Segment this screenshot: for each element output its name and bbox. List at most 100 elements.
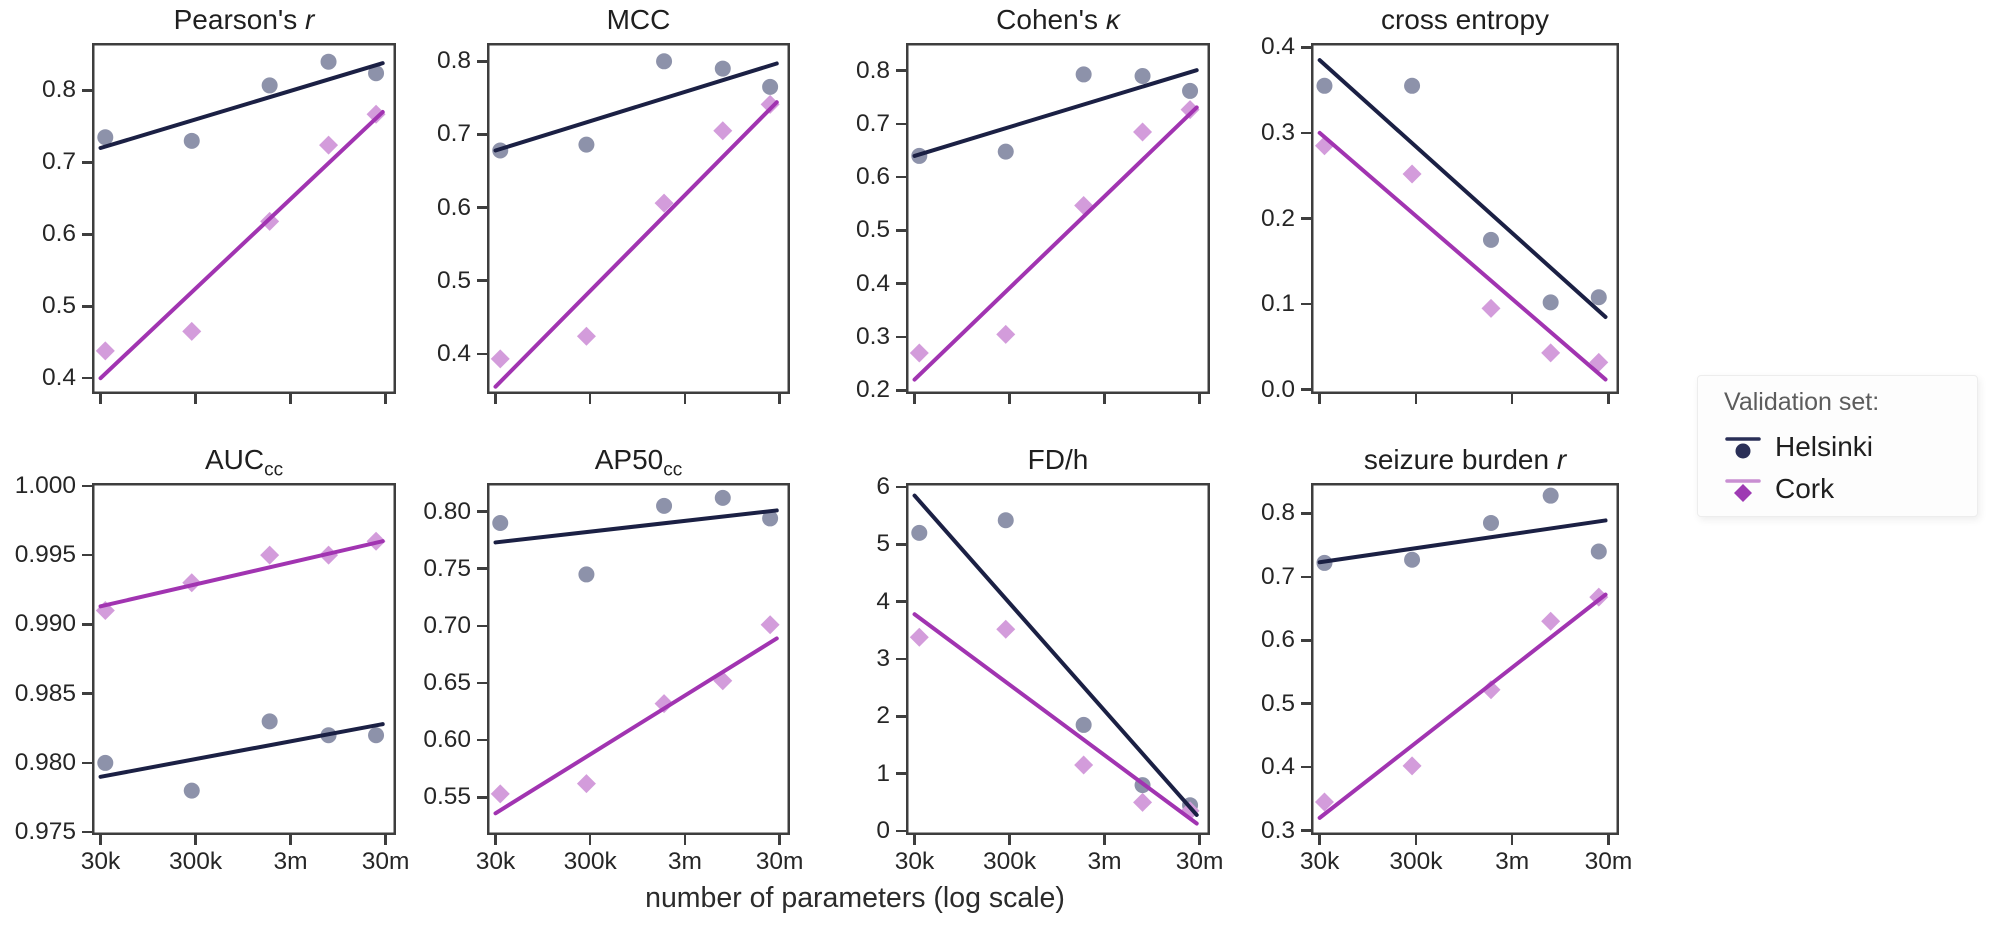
helsinki-data-point bbox=[656, 497, 673, 514]
y-tick-mark bbox=[82, 623, 92, 626]
x-tick-mark bbox=[384, 835, 387, 845]
cork-data-point bbox=[760, 615, 780, 635]
y-tick-mark bbox=[82, 305, 92, 308]
y-tick-label: 0.8 bbox=[1260, 499, 1295, 527]
y-tick-mark bbox=[82, 761, 92, 765]
x-tick-label: 30m bbox=[1175, 848, 1224, 875]
y-tick-mark bbox=[896, 69, 906, 72]
plot-title-text: κ bbox=[1105, 4, 1120, 35]
y-tick-mark bbox=[82, 692, 92, 695]
cork-data-point bbox=[760, 94, 780, 114]
y-tick-mark bbox=[82, 161, 92, 164]
x-tick-label: 300k bbox=[563, 848, 617, 875]
plot-title-text: r bbox=[305, 4, 315, 35]
x-tick-mark bbox=[494, 835, 497, 845]
cork-trend-line bbox=[1317, 592, 1608, 820]
helsinki-data-point bbox=[1590, 289, 1607, 306]
y-tick-mark bbox=[896, 282, 906, 285]
cork-data-point bbox=[1589, 352, 1609, 372]
cork-data-point bbox=[490, 784, 510, 804]
plot-frame bbox=[92, 483, 396, 835]
plot-frame bbox=[1311, 43, 1619, 394]
legend-item-label: Helsinki bbox=[1775, 431, 1874, 462]
x-tick-mark bbox=[1414, 394, 1418, 404]
y-tick-label: 0.75 bbox=[423, 554, 471, 582]
legend-item-cork: Cork bbox=[1724, 468, 1977, 510]
cork-data-point bbox=[654, 694, 674, 714]
helsinki-data-point bbox=[1482, 231, 1499, 248]
plot-title-fd-per-h: FD/h bbox=[846, 443, 1270, 477]
helsinki-trend-line bbox=[493, 61, 779, 153]
cork-data-point bbox=[260, 545, 280, 565]
y-tick-mark bbox=[477, 60, 487, 63]
x-tick-mark bbox=[1103, 835, 1106, 845]
plot-title-pearsons-r: Pearson's r bbox=[32, 3, 456, 37]
subplot-cohens-kappa bbox=[906, 43, 1210, 394]
helsinki-data-point bbox=[1316, 77, 1333, 94]
helsinki-data-point bbox=[1182, 82, 1199, 99]
y-tick-mark bbox=[896, 335, 906, 339]
legend-diamond bbox=[1734, 484, 1752, 502]
helsinki-data-point bbox=[1404, 77, 1421, 94]
y-tick-label: 0.5 bbox=[855, 216, 890, 244]
helsinki-line-dot-icon bbox=[1724, 430, 1762, 464]
cork-trend-line bbox=[912, 612, 1199, 826]
y-tick-mark bbox=[82, 376, 92, 380]
y-tick-label: 0.7 bbox=[41, 148, 76, 176]
x-tick-label: 3m bbox=[273, 848, 308, 875]
y-tick-mark bbox=[896, 829, 906, 833]
cork-line-diamond-icon-svg bbox=[1725, 479, 1761, 502]
helsinki-data-point bbox=[368, 727, 385, 744]
helsinki-trend-line bbox=[1317, 58, 1608, 319]
y-tick-label: 0.7 bbox=[855, 109, 890, 137]
y-tick-mark bbox=[896, 657, 906, 661]
y-tick-label: 0.995 bbox=[14, 541, 76, 569]
cork-data-point bbox=[576, 326, 596, 346]
x-tick-mark bbox=[1607, 394, 1610, 404]
y-tick-mark bbox=[896, 485, 906, 489]
x-tick-mark bbox=[1008, 394, 1011, 404]
cork-data-point bbox=[1133, 122, 1153, 142]
cork-data-point bbox=[1481, 680, 1501, 700]
plot-title-cross-entropy: cross entropy bbox=[1251, 3, 1679, 37]
x-tick-mark bbox=[1318, 835, 1321, 845]
y-tick-mark bbox=[1301, 512, 1311, 515]
helsinki-data-point bbox=[1482, 514, 1499, 531]
helsinki-data-point bbox=[1542, 294, 1559, 311]
cork-data-point bbox=[713, 121, 733, 141]
y-tick-label: 0.7 bbox=[436, 120, 471, 148]
helsinki-data-point bbox=[1542, 487, 1559, 504]
plot-frame bbox=[1311, 483, 1619, 835]
y-tick-mark bbox=[896, 772, 906, 775]
plot-frame bbox=[906, 43, 1210, 394]
cork-data-point bbox=[1074, 195, 1094, 215]
cork-data-point bbox=[182, 573, 202, 593]
helsinki-data-point bbox=[762, 510, 779, 527]
x-tick-mark bbox=[1008, 835, 1011, 845]
y-tick-label: 0.6 bbox=[41, 220, 76, 248]
y-tick-label: 0.4 bbox=[1260, 753, 1295, 781]
helsinki-line-dot-icon-svg bbox=[1725, 437, 1761, 459]
helsinki-trend-line bbox=[98, 61, 385, 151]
helsinki-data-point bbox=[368, 65, 385, 82]
y-tick-label: 0.2 bbox=[1260, 204, 1295, 232]
x-tick-mark bbox=[289, 394, 292, 404]
cork-data-point bbox=[1133, 792, 1153, 812]
x-tick-mark bbox=[289, 835, 292, 845]
plot-title-text: Pearson's bbox=[173, 4, 306, 35]
x-tick-mark bbox=[683, 394, 687, 404]
subplot-ap50-cc bbox=[487, 483, 790, 835]
helsinki-data-point bbox=[320, 53, 337, 70]
x-axis-label: number of parameters (log scale) bbox=[645, 882, 1065, 914]
x-tick-mark bbox=[913, 835, 916, 845]
y-tick-mark bbox=[1301, 765, 1311, 769]
y-tick-label: 0.7 bbox=[1260, 562, 1295, 590]
x-tick-mark bbox=[1198, 835, 1201, 845]
x-tick-label: 30m bbox=[1584, 848, 1633, 875]
subplot-mcc bbox=[487, 43, 790, 394]
x-tick-label: 300k bbox=[168, 848, 223, 875]
cork-trend-line bbox=[98, 539, 385, 609]
y-tick-mark bbox=[896, 715, 906, 718]
x-tick-mark bbox=[194, 394, 197, 404]
plot-title-cohens-kappa: Cohen's κ bbox=[846, 3, 1270, 37]
